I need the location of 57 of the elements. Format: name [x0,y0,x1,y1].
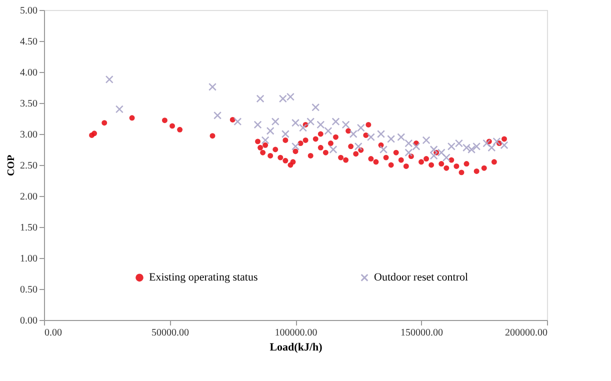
legend-label: Outdoor reset control [374,272,468,284]
point [482,139,491,148]
x-tick-label: 100000.00 [274,328,318,338]
point [377,130,386,138]
point [366,133,375,142]
point [329,145,338,154]
point [356,124,365,132]
point [492,137,501,146]
point [404,148,413,157]
x-axis-title: Load(kJ/h) [270,342,323,354]
y-tick-label: 4.50 [20,36,38,48]
x-tick-label: 0.00 [44,328,62,338]
y-tick-label: 1.50 [20,222,38,234]
point [214,111,222,120]
point [271,118,280,126]
point [234,118,242,126]
y-tick-label: 4.00 [20,68,38,78]
point [488,144,496,152]
point [291,142,300,150]
point [472,142,481,150]
point [354,142,362,150]
point [115,105,124,114]
point [254,120,262,129]
point [208,82,217,91]
y-tick-label: 5.00 [20,6,38,16]
point [387,134,396,143]
point [342,120,350,129]
point [105,75,114,84]
point [332,118,340,126]
point [256,94,264,103]
y-tick-label: 3.50 [20,98,38,110]
point [261,136,270,144]
point [380,145,388,154]
point [397,133,406,142]
y-tick-label: 0.50 [20,284,38,296]
point [291,118,300,127]
y-tick-label: 3.00 [20,130,38,140]
point [312,103,320,112]
y-axis-title: COP [6,154,17,176]
point [281,130,290,138]
x-tick-label: 50000.00 [152,328,189,338]
point [324,126,332,135]
y-tick-label: 2.50 [20,160,38,172]
y-tick-label: 2.00 [20,192,38,202]
point [500,141,508,150]
point [422,136,430,144]
point [306,118,315,126]
y-tick-label: 1.00 [20,254,38,264]
point [442,154,450,162]
point [299,124,308,132]
y-tick-label: 0.00 [20,316,38,326]
point [349,130,358,138]
legend-label: Existing operating status [149,272,258,284]
point [266,126,274,135]
point [316,120,325,129]
x-tick-label: 200000.00 [505,328,548,338]
x-tick-label: 150000.00 [400,328,443,338]
